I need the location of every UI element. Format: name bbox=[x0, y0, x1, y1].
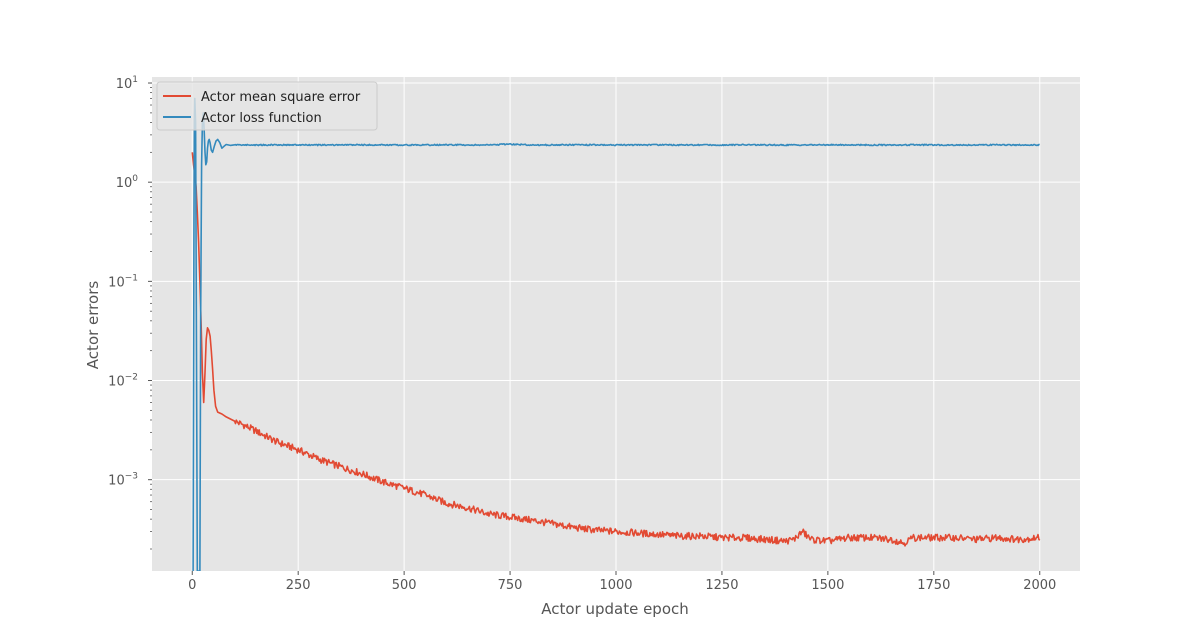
x-tick-label: 1750 bbox=[917, 578, 950, 593]
y-tick-base: 10 bbox=[108, 275, 125, 290]
legend: Actor mean square error Actor loss funct… bbox=[156, 81, 378, 131]
x-axis-ticks: 0 250 500 750 1000 1250 1500 1750 2000 bbox=[188, 571, 1056, 593]
grid-lines bbox=[152, 77, 1080, 571]
x-tick-label: 2000 bbox=[1023, 578, 1056, 593]
y-tick-label: 100 bbox=[116, 174, 139, 191]
y-tick-exponent: 1 bbox=[132, 75, 138, 85]
legend-label-mse: Actor mean square error bbox=[201, 90, 361, 105]
x-tick-label: 500 bbox=[392, 578, 417, 593]
y-tick-exponent: 0 bbox=[132, 174, 138, 184]
y-tick-base: 10 bbox=[116, 176, 133, 191]
y-tick-base: 10 bbox=[116, 77, 133, 92]
x-tick-label: 1000 bbox=[599, 578, 632, 593]
legend-label-loss: Actor loss function bbox=[201, 111, 322, 126]
x-tick-label: 250 bbox=[286, 578, 311, 593]
y-tick-label: 10−1 bbox=[108, 273, 138, 290]
x-tick-label: 1250 bbox=[705, 578, 738, 593]
series-group bbox=[191, 97, 1041, 571]
y-tick-label: 101 bbox=[116, 75, 138, 92]
legend-box bbox=[156, 81, 378, 131]
y-tick-exponent: −1 bbox=[125, 273, 138, 283]
y-tick-label: 10−2 bbox=[108, 373, 138, 390]
x-tick-label: 0 bbox=[188, 578, 196, 593]
y-tick-exponent: −2 bbox=[125, 373, 138, 383]
series-line-actor-loss bbox=[192, 97, 1040, 571]
y-tick-base: 10 bbox=[108, 474, 125, 489]
y-axis-label: Actor errors bbox=[84, 281, 102, 370]
y-tick-label: 10−3 bbox=[108, 472, 138, 489]
y-minor-ticks bbox=[150, 87, 152, 550]
x-tick-label: 1500 bbox=[811, 578, 844, 593]
y-tick-exponent: −3 bbox=[125, 472, 138, 482]
x-axis-label: Actor update epoch bbox=[541, 600, 689, 618]
x-tick-label: 750 bbox=[498, 578, 523, 593]
series-line-actor-mse bbox=[191, 152, 1041, 547]
y-tick-base: 10 bbox=[108, 375, 125, 390]
